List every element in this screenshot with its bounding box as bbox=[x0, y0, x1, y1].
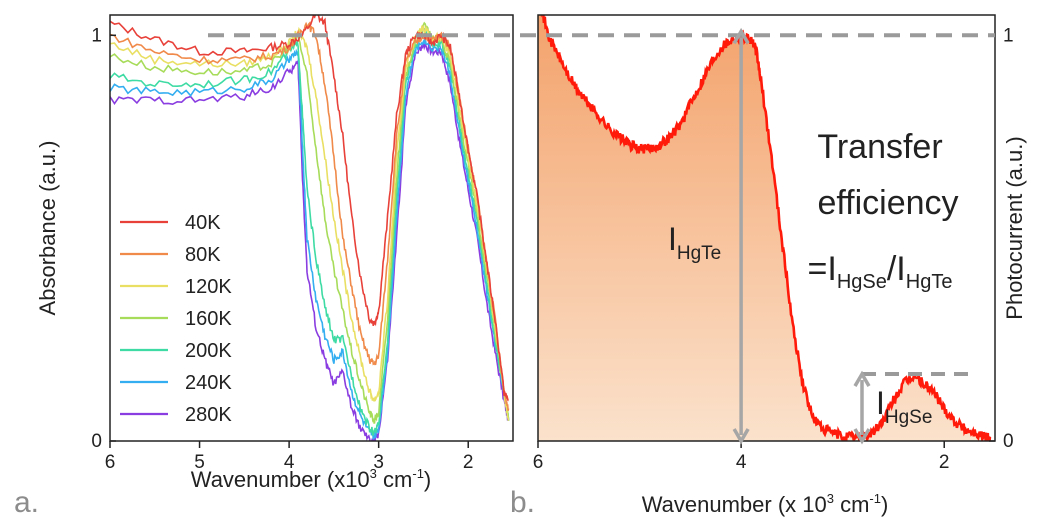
legend-label-80K: 80K bbox=[185, 244, 221, 266]
y-axis-ticks-a: 01 bbox=[91, 25, 116, 452]
absorbance-series-group bbox=[110, 15, 510, 441]
legend-label-280K: 280K bbox=[185, 404, 232, 426]
series-line-200K bbox=[110, 27, 510, 436]
y-tick-label-b: 0 bbox=[1003, 431, 1014, 452]
series-line-40K bbox=[110, 15, 509, 402]
x-tick-label-a: 6 bbox=[105, 452, 116, 473]
photocurrent-series-group bbox=[538, 15, 992, 441]
legend-label-120K: 120K bbox=[185, 276, 232, 298]
x-tick-label-a: 3 bbox=[373, 452, 384, 473]
x-tick-label-a: 5 bbox=[194, 452, 205, 473]
annotation-ratio: =IHgSe/IHgTe bbox=[808, 250, 953, 293]
legend-label-160K: 160K bbox=[185, 308, 232, 330]
series-line-280K bbox=[110, 42, 510, 441]
y-tick-label-a: 1 bbox=[91, 25, 102, 46]
arrow-hgte-head-top bbox=[732, 27, 750, 45]
photocurrent-area bbox=[538, 15, 990, 441]
annotation-ihgte: IHgTe bbox=[668, 221, 721, 264]
panel-label-b: b. bbox=[510, 486, 535, 519]
x-tick-label-b: 2 bbox=[939, 452, 950, 473]
x-axis-label-b: Wavenumber (x 103 cm-1) bbox=[642, 491, 889, 517]
x-tick-label-a: 2 bbox=[463, 452, 474, 473]
x-tick-label-b: 4 bbox=[736, 452, 747, 473]
panel-label-a: a. bbox=[14, 486, 39, 519]
legend: 40K 80K 120K 160K 200K 240K 280K bbox=[120, 212, 232, 426]
arrow-hgse-head-bottom bbox=[853, 428, 871, 445]
plot-frame-a bbox=[109, 14, 514, 442]
reference-lines bbox=[208, 33, 995, 377]
photocurrent-chart: 6 4 2 0 1 Photocurrent (a.u.) Wavenumber (x… bbox=[208, 14, 1027, 519]
legend-label-200K: 200K bbox=[185, 340, 232, 362]
legend-label-240K: 240K bbox=[185, 372, 232, 394]
arrow-hgte-head-bottom bbox=[732, 428, 750, 445]
annotation-title-line1: Transfer bbox=[817, 128, 942, 166]
y-tick-label-b: 1 bbox=[1003, 25, 1014, 46]
legend-label-40K: 40K bbox=[185, 212, 221, 234]
x-axis-ticks-b: 6 4 2 bbox=[533, 441, 950, 473]
annotation-ihgse: IHgSe bbox=[876, 385, 932, 428]
measure-arrows bbox=[732, 27, 871, 445]
y-tick-label-a: 0 bbox=[91, 431, 102, 452]
x-tick-label-b: 6 bbox=[533, 452, 544, 473]
x-axis-ticks-a: 6 5 4 3 2 bbox=[105, 441, 474, 473]
y-axis-label-b: Photocurrent (a.u.) bbox=[1002, 136, 1027, 319]
series-line-240K bbox=[110, 37, 510, 440]
photocurrent-line bbox=[540, 15, 992, 441]
plot-frame-b bbox=[537, 14, 996, 442]
x-axis-label-a: Wavenumber (x103 cm-1) bbox=[191, 466, 432, 492]
series-line-120K bbox=[110, 24, 510, 421]
x-tick-label-a: 4 bbox=[284, 452, 295, 473]
annotation-title-line2: efficiency bbox=[817, 184, 958, 222]
arrow-hgse-head-top bbox=[853, 370, 871, 387]
y-axis-label-a: Absorbance (a.u.) bbox=[35, 141, 60, 316]
